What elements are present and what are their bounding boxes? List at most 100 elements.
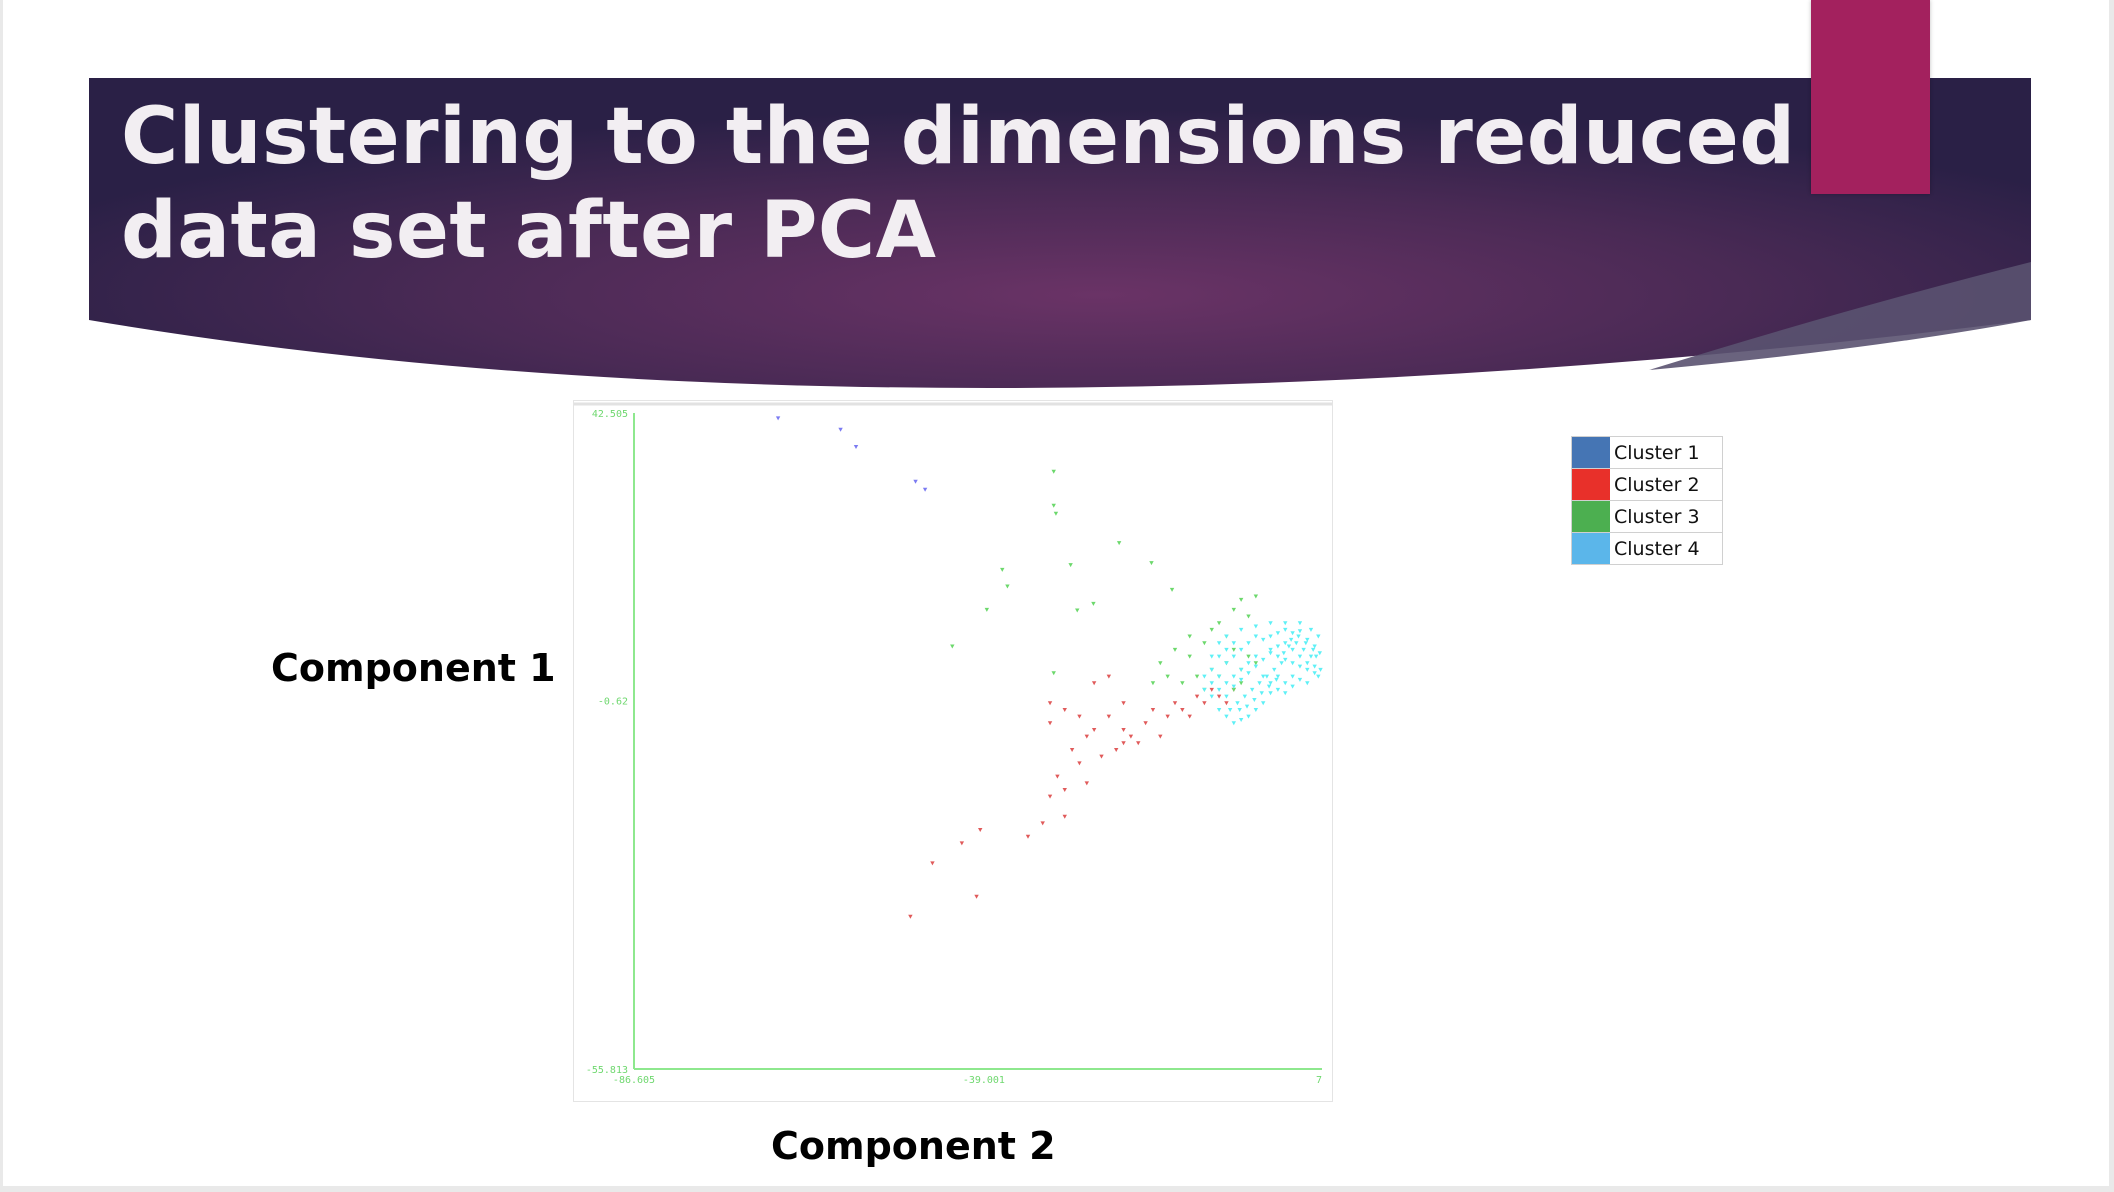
cluster-2-point	[1084, 734, 1089, 739]
cluster-3-point	[1068, 563, 1073, 568]
cluster-4-point	[1308, 627, 1314, 632]
cluster-4-point	[1308, 654, 1314, 659]
header-band	[89, 78, 2031, 388]
cluster-2-point	[1158, 734, 1163, 739]
cluster-4-point	[1257, 681, 1262, 686]
cluster-4-point	[1216, 641, 1222, 646]
cluster-4-point	[1305, 661, 1310, 666]
cluster-2-point	[1025, 834, 1031, 839]
cluster-2-point	[1091, 727, 1097, 732]
legend-swatch	[1572, 533, 1610, 564]
cluster-2-point	[1062, 814, 1067, 819]
cluster-4-point	[1318, 667, 1323, 672]
cluster-2-point	[1077, 761, 1082, 766]
cluster-3-point	[1053, 511, 1059, 516]
cluster-4-point	[1268, 681, 1273, 686]
cluster-4-point	[1231, 654, 1236, 659]
cluster-2-point	[1113, 747, 1119, 752]
cluster-4-point	[1260, 637, 1266, 642]
cluster-1-point	[913, 479, 918, 484]
cluster-2-point	[908, 914, 913, 919]
cluster-4-point	[1238, 717, 1244, 722]
cluster-2-point	[1091, 681, 1097, 686]
legend-label: Cluster 4	[1614, 537, 1700, 560]
cluster-3-point	[1231, 607, 1236, 612]
cluster-3-point	[1005, 584, 1010, 589]
slide: Clustering to the dimensions reduced dat…	[3, 0, 2109, 1186]
cluster-3-point	[1216, 621, 1222, 626]
x-axis-label: Component 2	[771, 1124, 1056, 1168]
cluster-2-point	[1180, 707, 1185, 712]
cluster-4-point	[1266, 684, 1272, 689]
legend-swatch	[1572, 469, 1610, 500]
cluster-1-point	[853, 445, 859, 450]
cluster-3-point	[1253, 661, 1259, 666]
cluster-3-point	[1238, 597, 1244, 602]
cluster-4-point	[1301, 647, 1306, 652]
cluster-2-point	[1062, 788, 1067, 793]
cluster-4-point	[1238, 647, 1244, 652]
cluster-4-point	[1264, 674, 1270, 679]
cluster-3-point	[1149, 561, 1154, 566]
legend-item: Cluster 1	[1572, 437, 1722, 469]
cluster-2-point	[1202, 701, 1207, 706]
cluster-4-point	[1242, 694, 1248, 699]
cluster-4-point	[1224, 634, 1229, 639]
cluster-4-point	[1316, 674, 1321, 679]
cluster-4-point	[1253, 654, 1259, 659]
cluster-4-point	[1268, 634, 1273, 639]
y-tick-label: -55.813	[586, 1065, 628, 1076]
legend-item: Cluster 4	[1572, 533, 1722, 564]
cluster-4-point	[1231, 721, 1236, 726]
cluster-4-point	[1209, 667, 1214, 672]
cluster-4-point	[1216, 674, 1222, 679]
cluster-1-point	[838, 427, 843, 432]
cluster-2-point	[959, 841, 965, 846]
accent-bar	[1811, 0, 1930, 194]
cluster-4-point	[1297, 664, 1303, 669]
cluster-3-point	[1187, 634, 1192, 639]
cluster-4-point	[1312, 671, 1317, 676]
cluster-2-point	[1128, 734, 1134, 739]
legend-item: Cluster 2	[1572, 469, 1722, 501]
cluster-4-point	[1297, 629, 1303, 634]
cluster-4-point	[1238, 627, 1244, 632]
cluster-3-point	[1150, 681, 1156, 686]
cluster-4-point	[1224, 714, 1229, 719]
cluster-2-point	[1150, 707, 1156, 712]
cluster-4-point	[1294, 641, 1299, 646]
cluster-3-point	[1000, 567, 1005, 572]
cluster-3-point	[1246, 614, 1251, 619]
cluster-4-point	[1202, 687, 1207, 692]
cluster-3-point	[1231, 687, 1236, 692]
cluster-2-point	[974, 894, 979, 899]
cluster-4-point	[1283, 621, 1288, 626]
cluster-4-point	[1312, 664, 1317, 669]
cluster-3-point	[1194, 674, 1200, 679]
cluster-4-point	[1290, 684, 1295, 689]
cluster-2-point	[1209, 687, 1214, 692]
cluster-2-point	[1084, 781, 1089, 786]
cluster-4-point	[1253, 664, 1259, 669]
cluster-3-point	[1051, 671, 1056, 676]
cluster-4-point	[1260, 657, 1266, 662]
cluster-2-point	[1216, 694, 1222, 699]
legend-item: Cluster 3	[1572, 501, 1722, 533]
cluster-4-point	[1312, 644, 1317, 649]
cluster-4-point	[1297, 677, 1303, 682]
cluster-4-point	[1259, 691, 1264, 696]
cluster-4-point	[1227, 707, 1233, 712]
cluster-3-point	[984, 607, 990, 612]
cluster-2-point	[1143, 721, 1148, 726]
cluster-2-point	[1055, 774, 1060, 779]
cluster-4-point	[1313, 654, 1319, 659]
cluster-2-point	[1099, 754, 1104, 759]
legend-swatch	[1572, 501, 1610, 532]
x-tick-label: -86.605	[613, 1075, 655, 1086]
cluster-4-point	[1297, 621, 1303, 626]
cluster-2-point	[1106, 674, 1112, 679]
cluster-2-point	[1106, 714, 1112, 719]
cluster-2-point	[1194, 694, 1200, 699]
cluster-3-point	[1091, 601, 1096, 606]
cluster-2-point	[1047, 794, 1053, 799]
